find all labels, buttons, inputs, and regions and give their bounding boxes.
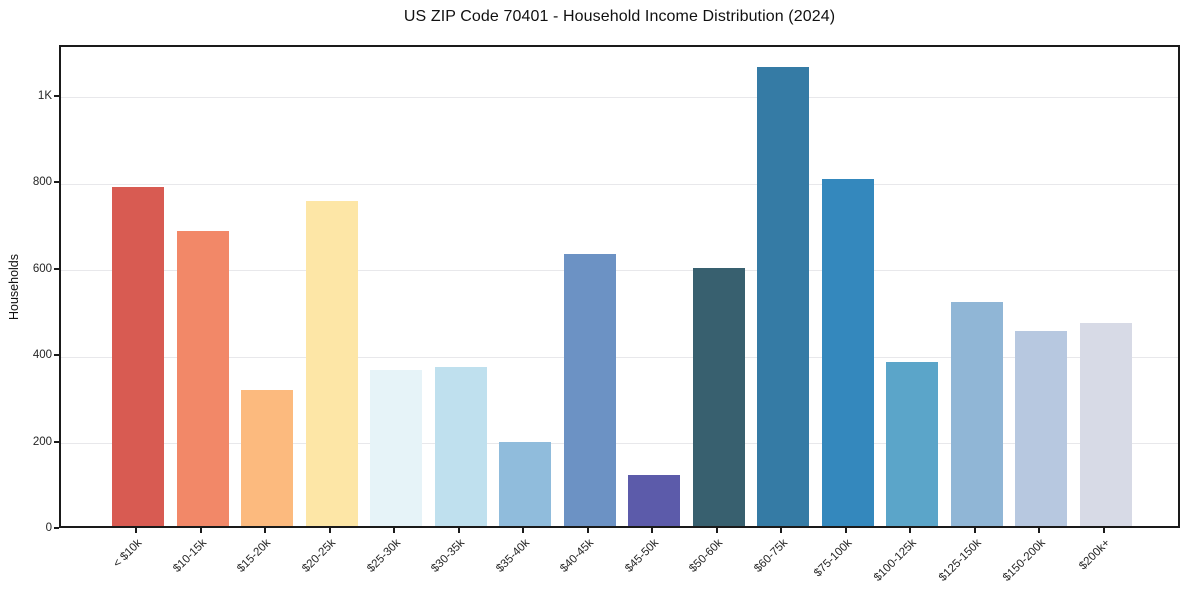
y-tick-label: 1K <box>37 89 52 102</box>
bar-100-125k <box>886 361 939 526</box>
x-tick-mark <box>1038 528 1041 533</box>
bar-15-20k <box>241 389 294 526</box>
y-tick-label: 800 <box>32 176 52 189</box>
y-tick-label: 600 <box>32 262 52 275</box>
x-tick-mark <box>715 528 718 533</box>
x-tick-label: $30-35k <box>429 537 468 575</box>
bar-10k <box>112 186 164 526</box>
x-tick-label: $15-20k <box>235 537 274 575</box>
x-tick-label: $35-40k <box>493 537 532 575</box>
x-tick-mark <box>199 528 202 533</box>
x-tick-label: $45-50k <box>622 537 661 575</box>
y-tick-mark <box>54 440 59 443</box>
bar-40-45k <box>563 254 616 526</box>
bar-75-100k <box>821 178 874 526</box>
x-tick-label: $60-75k <box>751 537 790 575</box>
gridline <box>61 356 1178 358</box>
x-tick-label: $10-15k <box>171 537 210 575</box>
x-tick-label: $75-100k <box>811 537 855 580</box>
x-tick-label: $200k+ <box>1077 537 1113 573</box>
x-tick-mark <box>651 528 654 533</box>
x-tick-label: $125-150k <box>936 537 984 584</box>
bar-60-75k <box>757 66 810 526</box>
x-tick-label: $20-25k <box>300 537 339 575</box>
y-tick-label: 200 <box>32 435 52 448</box>
x-tick-mark <box>1102 528 1105 533</box>
x-tick-mark <box>522 528 525 533</box>
bar-125-150k <box>950 302 1003 526</box>
gridline <box>61 443 1178 445</box>
y-tick-mark <box>54 527 59 529</box>
y-tick-mark <box>54 94 59 97</box>
y-tick-label: 0 <box>45 522 52 534</box>
bar-25-30k <box>370 370 423 526</box>
x-tick-label: $25-30k <box>364 537 403 575</box>
y-tick-label: 400 <box>32 349 52 362</box>
x-tick-label: $150-200k <box>1000 537 1048 584</box>
x-tick-mark <box>393 528 396 533</box>
x-tick-mark <box>328 528 331 533</box>
plot-area <box>59 45 1180 528</box>
x-tick-mark <box>135 528 137 533</box>
x-tick-mark <box>909 528 912 533</box>
x-tick-mark <box>973 528 976 533</box>
bar-200k+ <box>1079 322 1132 526</box>
x-tick-mark <box>264 528 267 533</box>
x-tick-label: $100-125k <box>871 537 919 584</box>
bar-30-35k <box>434 367 487 526</box>
y-tick-mark <box>54 354 59 357</box>
y-axis-title: Households <box>7 253 21 321</box>
bar-20-25k <box>305 200 358 526</box>
y-tick-mark <box>54 181 59 184</box>
bar-35-40k <box>499 441 552 526</box>
bar-45-50k <box>628 474 681 526</box>
gridline <box>61 97 1178 99</box>
gridline <box>61 270 1178 272</box>
bar-150-200k <box>1015 331 1068 526</box>
x-tick-label: $50-60k <box>687 537 726 575</box>
bar-10-15k <box>176 231 229 526</box>
x-tick-mark <box>780 528 783 533</box>
chart-title: US ZIP Code 70401 - Household Income Dis… <box>403 8 836 25</box>
y-tick-mark <box>54 267 59 270</box>
x-tick-mark <box>844 528 847 533</box>
bar-50-60k <box>692 267 745 526</box>
x-tick-mark <box>457 528 460 533</box>
x-tick-label: < $10k <box>111 537 145 571</box>
gridline <box>61 183 1178 185</box>
x-tick-mark <box>586 528 589 533</box>
x-tick-label: $40-45k <box>558 537 597 575</box>
